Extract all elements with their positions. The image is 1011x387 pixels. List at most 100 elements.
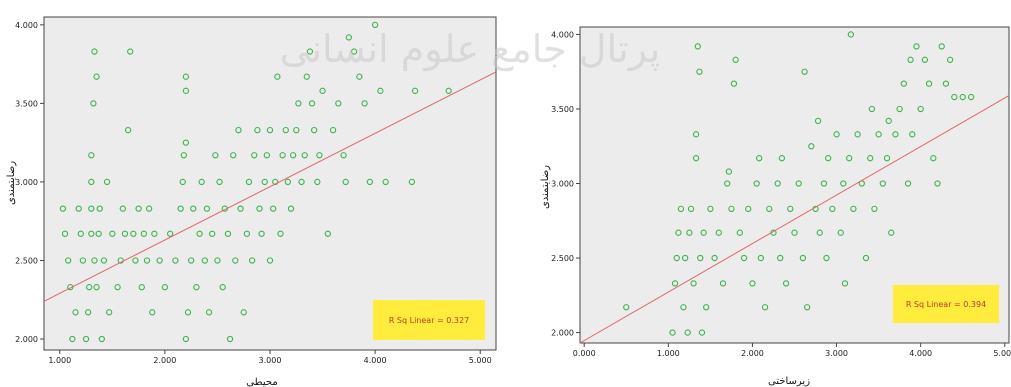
data-point — [694, 43, 701, 50]
data-point — [212, 152, 219, 159]
data-point — [149, 309, 156, 316]
data-point — [921, 56, 929, 63]
data-point — [854, 131, 861, 138]
data-point — [77, 230, 84, 237]
data-point — [959, 93, 966, 101]
data-point — [820, 180, 828, 187]
data-point — [274, 73, 281, 80]
data-point — [795, 180, 802, 187]
regression-line — [579, 95, 1010, 344]
data-point — [829, 205, 836, 212]
data-point — [623, 304, 630, 311]
data-point — [913, 43, 920, 50]
data-point — [182, 73, 190, 80]
data-point — [235, 126, 242, 134]
data-point — [868, 105, 876, 113]
data-point — [766, 205, 773, 212]
data-point — [816, 229, 823, 236]
y-axis-title: رضایتمندی — [540, 165, 551, 209]
data-point — [896, 105, 903, 113]
data-point — [256, 205, 263, 212]
data-point — [377, 87, 384, 94]
data-point — [224, 230, 232, 237]
y-tick-label: 4.000 — [15, 21, 38, 30]
data-point — [730, 80, 738, 87]
x-tick-label: 2.000 — [741, 349, 764, 358]
data-point — [867, 155, 874, 162]
data-point — [823, 254, 830, 262]
data-point — [316, 152, 323, 159]
data-point — [366, 178, 374, 186]
data-point — [382, 178, 389, 186]
data-point — [329, 126, 337, 134]
data-point — [93, 284, 100, 291]
scatter-chart-2: 0.000 1.000 2.000 3.000 4.000 5.000 2.000 2.500… — [540, 26, 1011, 387]
data-point — [671, 280, 679, 287]
x-tick-label: 3.000 — [825, 349, 848, 358]
data-point — [697, 254, 704, 262]
data-point — [791, 229, 798, 236]
plot-area — [43, 16, 497, 351]
data-point — [883, 155, 891, 162]
data-point — [266, 126, 274, 134]
data-point — [677, 205, 685, 212]
data-point — [824, 155, 832, 162]
data-point — [98, 335, 105, 343]
data-point — [293, 126, 300, 134]
data-point — [140, 230, 148, 237]
data-point — [690, 280, 697, 287]
data-point — [106, 309, 113, 316]
data-point — [799, 254, 807, 262]
r-square-box — [373, 300, 485, 340]
x-tick-label: 0.000 — [573, 349, 596, 358]
data-point — [745, 205, 752, 212]
data-point — [909, 131, 916, 138]
data-point — [846, 155, 853, 162]
data-point — [686, 229, 693, 236]
data-point — [757, 254, 765, 262]
data-point — [946, 56, 954, 63]
data-point — [284, 178, 292, 186]
data-point — [356, 73, 363, 80]
data-point — [69, 335, 76, 343]
data-point — [756, 155, 763, 162]
data-point — [226, 335, 234, 343]
data-point — [917, 105, 924, 113]
data-point — [214, 257, 221, 264]
data-point — [254, 126, 261, 134]
data-point — [205, 309, 213, 316]
data-point — [65, 257, 72, 264]
data-point — [109, 230, 116, 237]
data-point — [237, 205, 244, 212]
x-tick-label: 4.000 — [364, 356, 387, 365]
y-tick-label: 2.500 — [551, 254, 574, 263]
data-point — [850, 205, 857, 212]
data-point — [862, 254, 870, 262]
data-point — [715, 229, 722, 236]
watermark-text: پرتال جامع علوم انسانی — [280, 27, 660, 72]
x-axis-title: زیرساختی — [768, 376, 810, 387]
data-point — [684, 329, 691, 336]
data-point — [258, 230, 265, 237]
data-point — [711, 254, 718, 262]
data-point — [303, 73, 310, 80]
data-point — [196, 230, 203, 237]
data-point — [879, 180, 886, 187]
data-point — [190, 205, 197, 212]
data-point — [892, 131, 899, 138]
data-point — [90, 100, 97, 107]
data-point — [310, 126, 318, 134]
r-square-label: R Sq Linear = 0.327 — [389, 316, 469, 325]
data-point — [749, 280, 756, 287]
regression-line — [43, 71, 497, 302]
y-tick-label: 3.000 — [551, 180, 574, 189]
data-point — [736, 229, 743, 236]
y-tick-label: 2.500 — [15, 256, 38, 265]
data-point — [885, 117, 892, 125]
data-point — [888, 229, 895, 236]
x-tick-label: 2.000 — [153, 356, 176, 365]
data-point — [725, 168, 733, 175]
data-point — [837, 229, 844, 236]
data-point — [203, 205, 211, 212]
